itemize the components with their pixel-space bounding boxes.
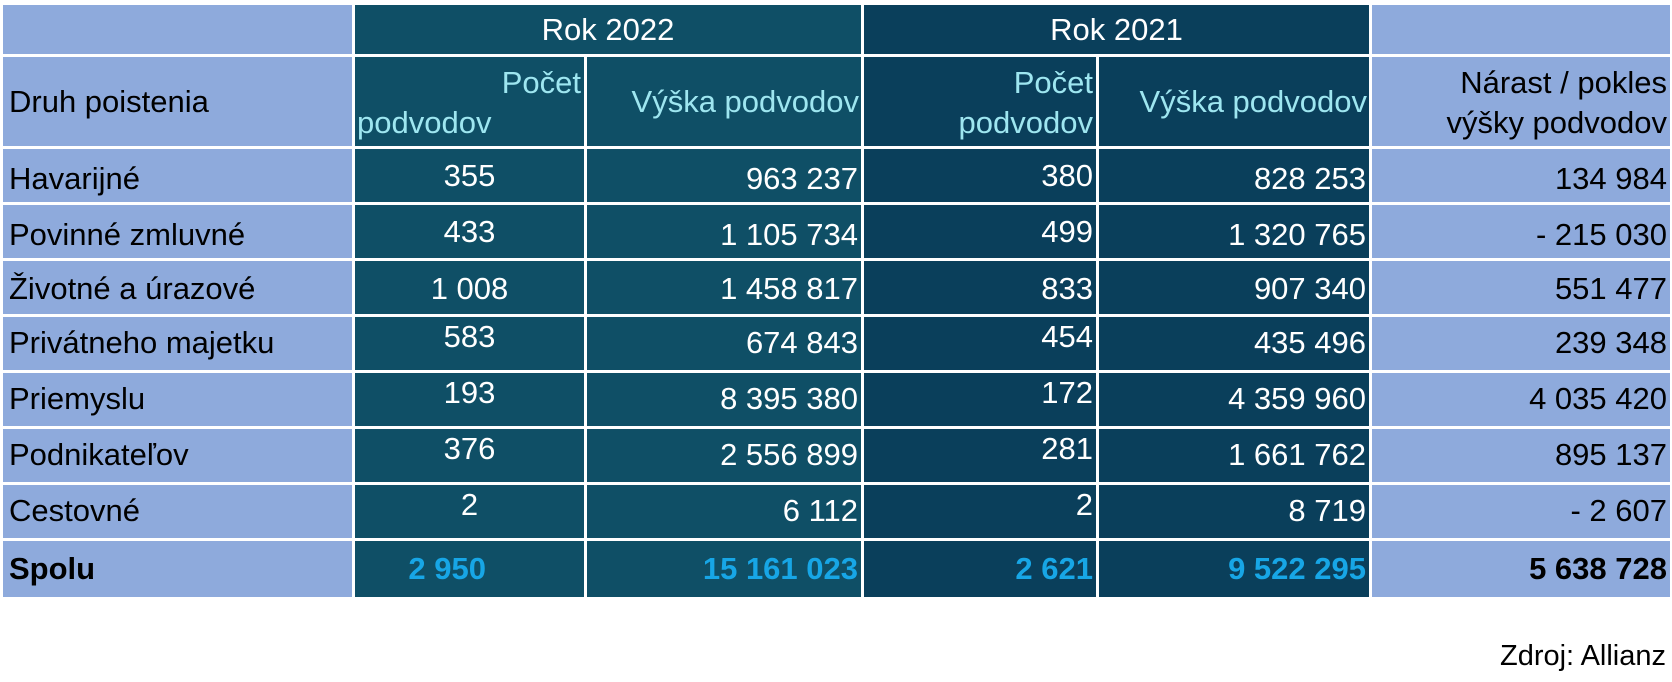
total-count-2021: 2 621 — [864, 541, 1096, 597]
year-header-row: Rok 2022 Rok 2021 — [0, 5, 1672, 54]
amount-2021-header: Výška podvodov — [1099, 57, 1369, 146]
change-header: Nárast / pokles výšky podvodov — [1372, 57, 1670, 146]
total-amount-2022: 15 161 023 — [587, 541, 861, 597]
row-type: Privátneho majetku — [3, 317, 352, 370]
row-count-2022: 2 — [355, 485, 584, 538]
row-count-2021: 172 — [864, 373, 1096, 426]
row-count-2021: 2 — [864, 485, 1096, 538]
table-row: Havarijné 355 963 237 380 828 253 134 98… — [0, 149, 1672, 202]
row-amount-2021: 4 359 960 — [1099, 373, 1369, 426]
row-change: 4 035 420 — [1372, 373, 1670, 426]
row-amount-2022: 1 105 734 — [587, 205, 861, 258]
row-type: Cestovné — [3, 485, 352, 538]
row-amount-2022: 8 395 380 — [587, 373, 861, 426]
count-2021-header: Počet podvodov — [864, 57, 1096, 146]
change-header-line2: výšky podvodov — [1446, 105, 1667, 140]
table-row: Podnikateľov 376 2 556 899 281 1 661 762… — [0, 429, 1672, 482]
row-count-2022: 376 — [355, 429, 584, 482]
row-type: Havarijné — [3, 149, 352, 202]
row-count-2022: 433 — [355, 205, 584, 258]
table-row: Priemyslu 193 8 395 380 172 4 359 960 4 … — [0, 373, 1672, 426]
table-row: Životné a úrazové 1 008 1 458 817 833 90… — [0, 261, 1672, 314]
row-amount-2021: 435 496 — [1099, 317, 1369, 370]
row-type: Povinné zmluvné — [3, 205, 352, 258]
row-amount-2022: 1 458 817 — [587, 261, 861, 314]
row-amount-2021: 8 719 — [1099, 485, 1369, 538]
row-change: 239 348 — [1372, 317, 1670, 370]
row-amount-2022: 963 237 — [587, 149, 861, 202]
col-type-header: Druh poistenia — [3, 57, 352, 146]
amount-2022-header: Výška podvodov — [587, 57, 861, 146]
row-change: 551 477 — [1372, 261, 1670, 314]
count-2022-header-line2: podvodov — [357, 105, 492, 140]
count-2021-header-line2: podvodov — [958, 105, 1093, 140]
row-amount-2022: 6 112 — [587, 485, 861, 538]
row-count-2022: 193 — [355, 373, 584, 426]
total-row: Spolu 2 950 15 161 023 2 621 9 522 295 5… — [0, 541, 1672, 597]
count-2022-header-line1: Počet — [501, 65, 581, 100]
column-header-row: Druh poistenia Počet podvodov Výška podv… — [0, 57, 1672, 146]
count-2022-header: Počet podvodov — [355, 57, 584, 146]
row-type: Priemyslu — [3, 373, 352, 426]
row-amount-2021: 907 340 — [1099, 261, 1369, 314]
change-header-top — [1372, 5, 1670, 54]
year-2021-header: Rok 2021 — [864, 5, 1369, 54]
row-count-2021: 281 — [864, 429, 1096, 482]
row-count-2022: 355 — [355, 149, 584, 202]
total-label: Spolu — [3, 541, 352, 597]
row-amount-2022: 2 556 899 — [587, 429, 861, 482]
row-amount-2021: 828 253 — [1099, 149, 1369, 202]
row-count-2022: 583 — [355, 317, 584, 370]
count-2021-header-line1: Počet — [1013, 65, 1093, 100]
row-count-2021: 380 — [864, 149, 1096, 202]
corner-cell — [3, 5, 352, 54]
row-amount-2021: 1 320 765 — [1099, 205, 1369, 258]
row-type: Podnikateľov — [3, 429, 352, 482]
total-change: 5 638 728 — [1372, 541, 1670, 597]
year-2022-header: Rok 2022 — [355, 5, 861, 54]
row-change: 134 984 — [1372, 149, 1670, 202]
total-amount-2021: 9 522 295 — [1099, 541, 1369, 597]
change-header-line1: Nárast / pokles — [1460, 65, 1667, 100]
row-count-2021: 499 — [864, 205, 1096, 258]
row-count-2022: 1 008 — [355, 261, 584, 314]
row-count-2021: 833 — [864, 261, 1096, 314]
table-row: Privátneho majetku 583 674 843 454 435 4… — [0, 317, 1672, 370]
row-amount-2021: 1 661 762 — [1099, 429, 1369, 482]
row-change: - 2 607 — [1372, 485, 1670, 538]
row-amount-2022: 674 843 — [587, 317, 861, 370]
total-count-2022: 2 950 — [355, 541, 584, 597]
table-row: Povinné zmluvné 433 1 105 734 499 1 320 … — [0, 205, 1672, 258]
row-change: 895 137 — [1372, 429, 1670, 482]
row-change: - 215 030 — [1372, 205, 1670, 258]
source-note: Zdroj: Allianz — [1499, 640, 1666, 672]
row-type: Životné a úrazové — [3, 261, 352, 314]
row-count-2021: 454 — [864, 317, 1096, 370]
table-row: Cestovné 2 6 112 2 8 719 - 2 607 — [0, 485, 1672, 538]
